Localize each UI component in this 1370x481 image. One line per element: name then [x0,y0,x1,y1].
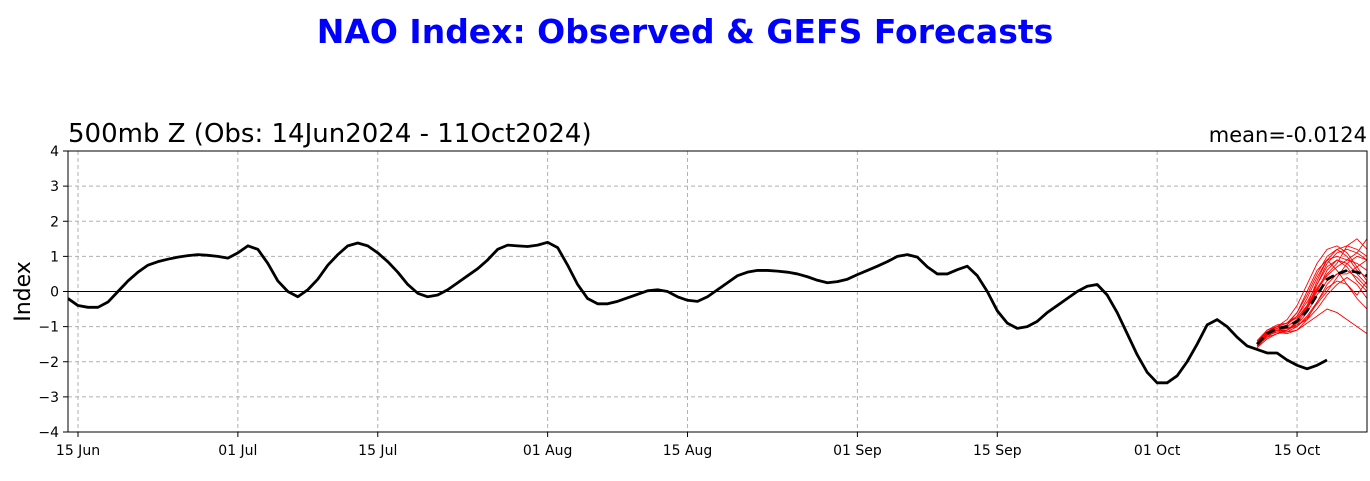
y-axis-ticks: 4 3 2 1 0 −1 −2 −3 −4 [38,144,68,441]
x-tick-label: 01 Jul [218,443,257,459]
ensemble-member-line [1256,245,1367,343]
y-tick-label: −1 [38,320,59,336]
x-tick-label: 01 Aug [523,443,573,459]
ensemble-member-line [1256,259,1367,343]
observed-series-line [68,240,1328,385]
x-tick-label: 15 Oct [1274,443,1321,459]
ensemble-member-line [1256,259,1367,343]
y-axis-label: Index [11,261,36,322]
x-tick-label: 15 Jun [56,443,100,459]
y-tick-label: −2 [38,355,59,371]
ensemble-member-line [1256,308,1367,347]
ensemble-member-line [1256,245,1367,349]
plot-frame [67,150,1368,433]
y-tick-label: 1 [50,249,59,265]
x-axis-ticks: 15 Jun 01 Jul 15 Jul 01 Aug 15 Aug 01 Sep 15 S… [56,432,1321,459]
chart-title: 500mb Z (Obs: 14Jun2024 - 11Oct2024) [68,119,592,149]
ensemble-member-line [1256,269,1367,348]
ensemble-member-line [1256,255,1367,341]
ensemble-mean-line [1256,268,1367,346]
x-tick-label: 01 Sep [833,443,882,459]
x-tick-label: 15 Jul [358,443,397,459]
y-tick-label: 2 [50,214,59,230]
plot-area [68,237,1367,385]
x-tick-label: 01 Oct [1134,443,1181,459]
y-tick-label: 0 [50,285,59,301]
ensemble-members [1256,237,1367,349]
chart-mean-label: mean=-0.0124 [1209,123,1367,147]
page-title: NAO Index: Observed & GEFS Forecasts [316,12,1054,51]
y-tick-label: 4 [50,144,59,160]
y-tick-label: −3 [38,390,59,406]
x-tick-label: 15 Sep [973,443,1022,459]
y-tick-label: −4 [38,425,59,441]
ensemble-member-line [1256,276,1367,345]
x-tick-label: 15 Aug [663,443,713,459]
y-tick-label: 3 [50,179,59,195]
